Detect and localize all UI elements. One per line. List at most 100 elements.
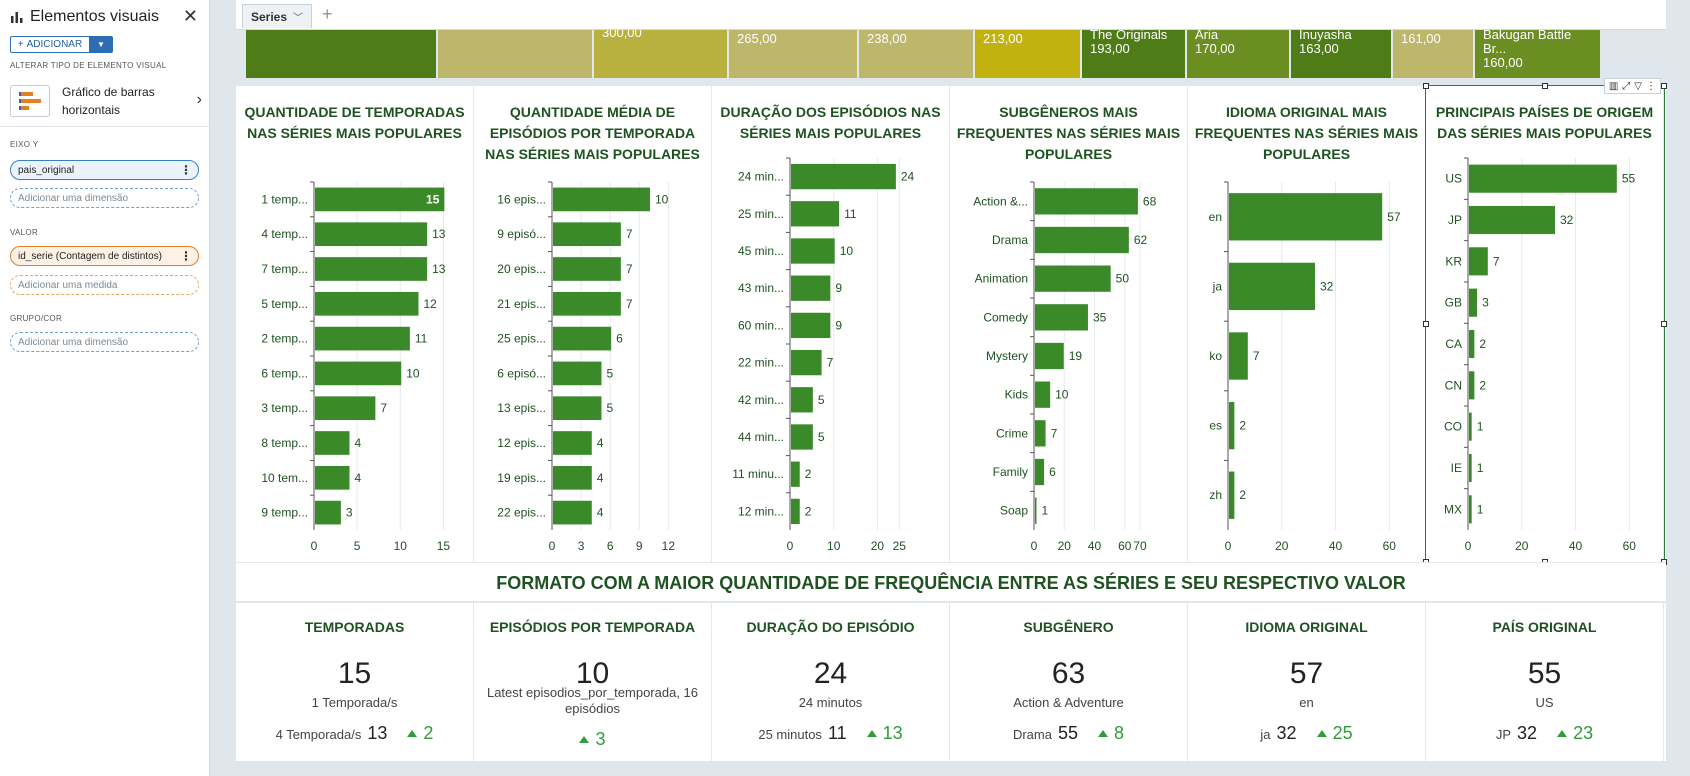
bar[interactable] (553, 257, 621, 281)
bar[interactable] (1035, 420, 1046, 447)
bar[interactable] (1035, 342, 1064, 370)
bar[interactable] (791, 238, 835, 264)
resize-handle[interactable] (1661, 83, 1667, 89)
add-y-dimension-dropzone[interactable]: Adicionar uma dimensão (10, 188, 199, 208)
kpi-card[interactable]: PAÍS ORIGINAL 55 US JP 32 23 (1426, 603, 1664, 761)
bar-chart-panel[interactable]: QUANTIDADE MÉDIA DE EPISÓDIOS POR TEMPOR… (474, 86, 712, 562)
treemap-tile[interactable]: 300,00 (594, 30, 727, 78)
bar[interactable] (553, 431, 592, 455)
bar[interactable] (1035, 226, 1129, 254)
bar[interactable] (315, 257, 428, 281)
treemap-tile[interactable] (438, 30, 592, 78)
bar[interactable] (1035, 497, 1037, 524)
more-options-icon[interactable]: ⋮ (1646, 80, 1656, 92)
kpi-card[interactable]: EPISÓDIOS POR TEMPORADA 10 Latest episodio… (474, 603, 712, 761)
bar[interactable] (315, 187, 445, 212)
y-axis-field-pill[interactable]: pais_original ⋮ (10, 160, 199, 180)
bar-chart-panel[interactable]: IDIOMA ORIGINAL MAIS FREQUENTES NAS SÉRI… (1188, 86, 1426, 562)
bar[interactable] (315, 326, 410, 351)
bar[interactable] (1229, 262, 1315, 311)
bar-chart-panel[interactable]: PRINCIPAIS PAÍSES DE ORIGEM DAS SÉRIES M… (1423, 78, 1667, 565)
bar[interactable] (1469, 453, 1472, 483)
treemap-tile[interactable] (246, 30, 436, 78)
bar[interactable] (1469, 205, 1555, 235)
expand-icon[interactable]: ⤢ (1622, 80, 1631, 92)
add-measure-dropzone[interactable]: Adicionar uma medida (10, 275, 199, 295)
bar[interactable] (1035, 381, 1051, 408)
treemap-tile[interactable]: Aria 170,00 (1187, 30, 1289, 78)
treemap-tile[interactable]: The Originals 193,00 (1082, 30, 1185, 78)
bar[interactable] (553, 291, 621, 316)
bar[interactable] (1035, 188, 1138, 215)
bar[interactable] (1035, 304, 1088, 331)
filter-icon[interactable]: ▽ (1634, 80, 1642, 92)
bar[interactable] (791, 349, 822, 376)
bar[interactable] (1035, 458, 1045, 486)
bar[interactable] (553, 396, 602, 421)
resize-handle[interactable] (1542, 83, 1548, 89)
bar[interactable] (1035, 265, 1111, 292)
treemap-tile[interactable]: 213,00 (975, 30, 1080, 78)
add-visual-button[interactable]: + ADICIONAR ▼ (10, 36, 113, 53)
bar[interactable] (553, 361, 602, 386)
bar[interactable] (1469, 164, 1617, 193)
bar[interactable] (1469, 288, 1478, 317)
chart-options-icon[interactable]: ▥ (1608, 80, 1619, 92)
chevron-down-icon[interactable]: ﹀ (293, 13, 304, 24)
kpi-card[interactable]: DURAÇÃO DO EPISÓDIO 24 24 minutos 25 minuto… (712, 603, 950, 761)
bar[interactable] (315, 431, 350, 455)
bar-chart-panel[interactable]: SUBGÊNEROS MAIS FREQUENTES NAS SÉRIES MA… (950, 86, 1188, 562)
bar[interactable] (315, 465, 350, 490)
bar[interactable] (1229, 193, 1383, 241)
resize-handle[interactable] (1423, 83, 1429, 89)
bar[interactable] (315, 222, 428, 247)
bar[interactable] (315, 361, 402, 386)
resize-handle[interactable] (1423, 321, 1429, 327)
chevron-right-icon[interactable]: › (196, 91, 202, 108)
close-icon[interactable]: ✕ (182, 6, 198, 26)
bar[interactable] (791, 498, 800, 525)
bar[interactable] (1229, 471, 1235, 519)
more-options-icon[interactable]: ⋮ (180, 163, 192, 177)
bar[interactable] (791, 312, 831, 339)
bar[interactable] (791, 201, 840, 227)
bar[interactable] (791, 424, 813, 450)
add-sheet-button[interactable]: + (322, 4, 333, 24)
bar[interactable] (315, 500, 341, 525)
bar[interactable] (553, 187, 650, 212)
bar[interactable] (1229, 401, 1235, 450)
bar[interactable] (553, 500, 592, 525)
add-button-main[interactable]: + ADICIONAR (11, 37, 90, 52)
value-field-pill[interactable]: id_serie (Contagem de distintos) ⋮ (10, 246, 199, 266)
bar[interactable] (1469, 247, 1488, 276)
treemap-tile[interactable]: Bakugan Battle Br... 160,00 (1475, 30, 1600, 78)
bar[interactable] (1229, 332, 1248, 380)
bar[interactable] (315, 396, 376, 421)
bar[interactable] (553, 465, 592, 490)
add-group-dimension-dropzone[interactable]: Adicionar uma dimensão (10, 332, 199, 352)
resize-handle[interactable] (1661, 321, 1667, 327)
kpi-card[interactable]: TEMPORADAS 15 1 Temporada/s 4 Temporada/s 13… (236, 603, 474, 761)
bar[interactable] (553, 222, 621, 247)
sheet-tab-series[interactable]: Series ﹀ (242, 4, 312, 28)
treemap-tile[interactable]: 238,00 (859, 30, 973, 78)
kpi-card[interactable]: IDIOMA ORIGINAL 57 en ja 32 25 (1188, 603, 1426, 761)
bar[interactable] (1469, 329, 1475, 359)
bar[interactable] (315, 291, 419, 316)
bar[interactable] (791, 387, 813, 413)
bar[interactable] (1469, 495, 1472, 524)
treemap-tile[interactable]: 265,00 (729, 30, 857, 78)
chart-type-selector[interactable]: Gráfico de barras horizontais › (10, 83, 202, 119)
kpi-card[interactable]: SUBGÊNERO 63 Action & Adventure Drama 55 8 (950, 603, 1188, 761)
bar[interactable] (553, 326, 612, 351)
treemap-tile[interactable]: Inuyasha 163,00 (1291, 30, 1391, 78)
chevron-down-icon[interactable]: ▼ (90, 37, 112, 52)
more-options-icon[interactable]: ⋮ (180, 249, 192, 263)
bar[interactable] (791, 275, 831, 301)
bar[interactable] (791, 461, 800, 487)
bar[interactable] (1469, 412, 1472, 441)
bar[interactable] (791, 163, 896, 190)
bar-chart-panel[interactable]: QUANTIDADE DE TEMPORADAS NAS SÉRIES MAIS… (236, 86, 474, 562)
bar[interactable] (1469, 371, 1475, 400)
bar-chart-panel[interactable]: DURAÇÃO DOS EPISÓDIOS NAS SÉRIES MAIS PO… (712, 86, 950, 562)
